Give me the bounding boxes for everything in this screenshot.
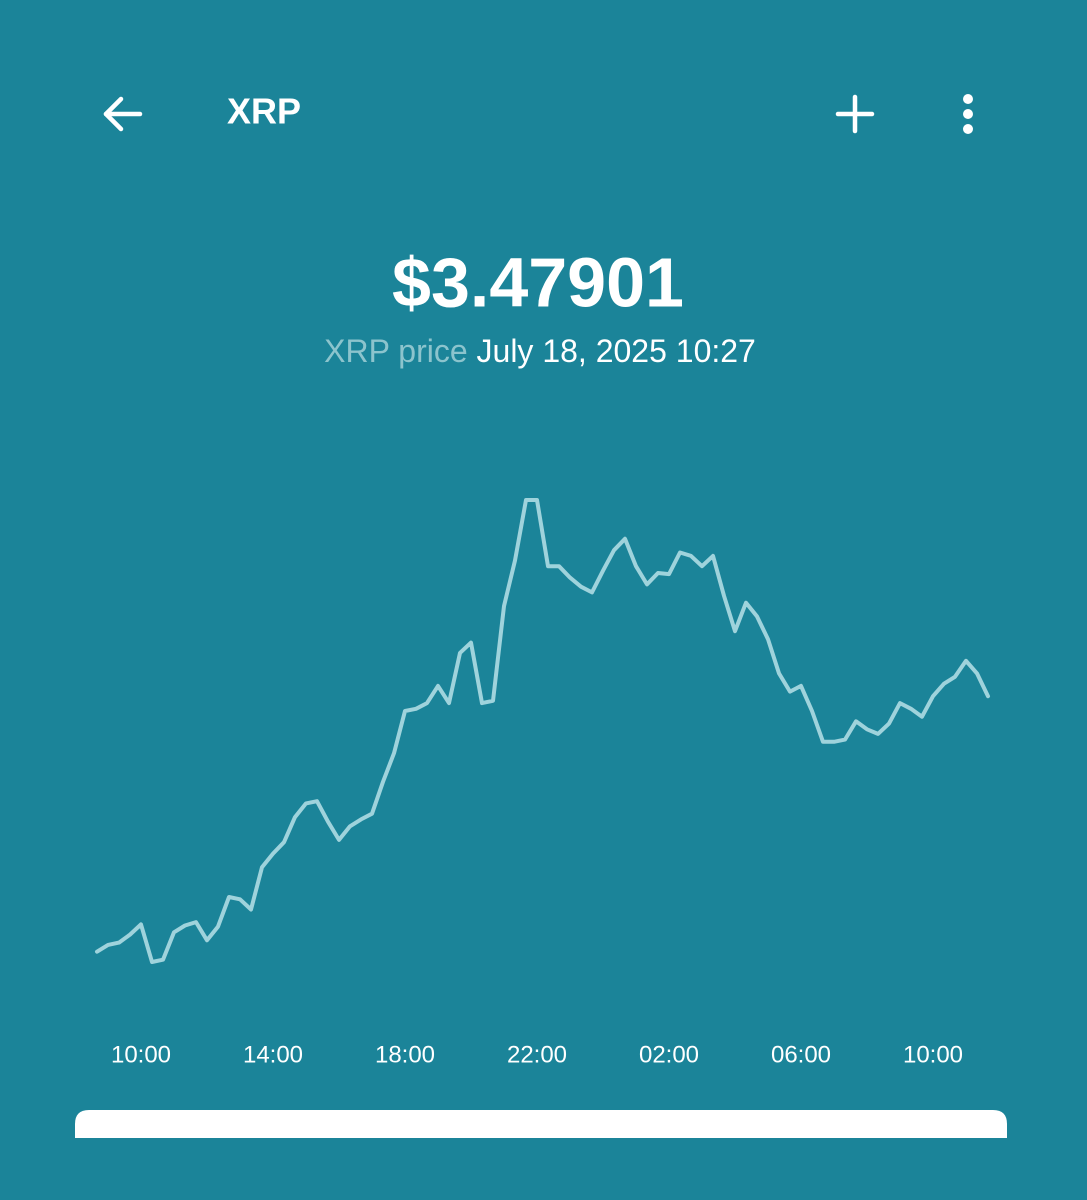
- bottom-card: [75, 1110, 1007, 1138]
- x-tick-label: 02:00: [639, 1041, 699, 1068]
- back-button[interactable]: [103, 96, 143, 132]
- back-arrow-head: [103, 96, 124, 132]
- x-tick-label: 06:00: [771, 1041, 831, 1068]
- price-chart: 10:00 14:00 18:00 22:00 02:00 06:00 10:00: [95, 498, 990, 1068]
- menu-dot: [963, 94, 973, 104]
- x-tick-label: 10:00: [111, 1041, 171, 1068]
- menu-dot: [963, 109, 973, 119]
- timestamp: July 18, 2025 10:27: [477, 333, 756, 369]
- price-line: [95, 498, 990, 964]
- x-tick-label: 22:00: [507, 1041, 567, 1068]
- x-tick-label: 10:00: [903, 1041, 963, 1068]
- price-subtitle: XRP price July 18, 2025 10:27: [324, 333, 756, 369]
- x-tick-label: 18:00: [375, 1041, 435, 1068]
- menu-dot: [963, 124, 973, 134]
- x-tick-label: 14:00: [243, 1041, 303, 1068]
- page-title: XRP: [227, 91, 301, 132]
- price: $3.47901: [392, 243, 684, 321]
- add-button[interactable]: [835, 94, 875, 134]
- price-label: XRP price: [324, 333, 467, 369]
- menu-button[interactable]: [963, 94, 973, 134]
